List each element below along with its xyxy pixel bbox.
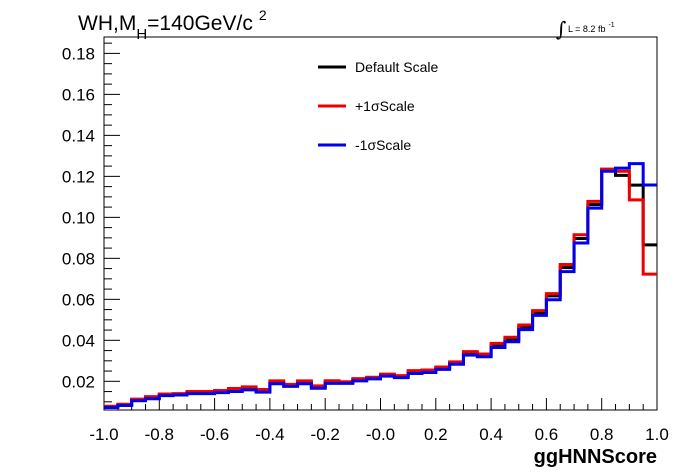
- y-tick-label: 0.16: [62, 85, 95, 104]
- legend-label: Default Scale: [355, 59, 438, 75]
- y-tick-label: 0.08: [62, 249, 95, 268]
- y-tick-label: 0.12: [62, 167, 95, 186]
- series-line-1: [104, 167, 657, 408]
- x-tick-label: -0.6: [200, 425, 229, 444]
- x-axis: -1.0 -0.8 -0.6 -0.4 -0.2 -0.0 0.2 0.4 0.6 0.8 1.0: [89, 398, 669, 444]
- x-tick-label: -1.0: [89, 425, 118, 444]
- chart-title: WH,MH=140GeV/c 2: [78, 7, 267, 43]
- x-tick-label: 0.6: [535, 425, 559, 444]
- y-tick-label: 0.18: [62, 44, 95, 63]
- x-tick-label: -0.2: [311, 425, 340, 444]
- y-axis: 0.02 0.04 0.06 0.08 0.10 0.12 0.14 0.16 0.18: [62, 42, 120, 403]
- y-tick-label: 0.06: [62, 290, 95, 309]
- chart-title-rest: =140GeV/c: [147, 12, 253, 35]
- chart-title-main: WH,M: [78, 12, 136, 35]
- x-tick-label: -0.0: [366, 425, 395, 444]
- luminosity-superscript: -1: [608, 22, 614, 29]
- x-tick-label: 0.2: [424, 425, 448, 444]
- y-tick-label: 0.10: [62, 208, 95, 227]
- y-tick-label: 0.14: [62, 126, 95, 145]
- x-tick-label: 0.4: [479, 425, 503, 444]
- y-tick-label: 0.02: [62, 372, 95, 391]
- luminosity-label: L = 8.2 fb -1: [568, 22, 615, 34]
- integral-symbol: ∫: [556, 17, 566, 41]
- series-line-2: [104, 162, 657, 410]
- legend: Default Scale +1σScale -1σScale: [318, 59, 438, 153]
- series-layer: [104, 162, 657, 410]
- legend-label: +1σScale: [355, 98, 415, 114]
- chart-title-superscript: 2: [259, 7, 267, 23]
- x-tick-label: -0.4: [255, 425, 284, 444]
- x-axis-title: ggHNNScore: [534, 446, 657, 468]
- legend-label: -1σScale: [355, 137, 411, 153]
- x-tick-label: -0.8: [145, 425, 174, 444]
- x-tick-label: 1.0: [645, 425, 669, 444]
- luminosity-value: L = 8.2 fb: [568, 24, 605, 34]
- x-tick-label: 0.8: [590, 425, 614, 444]
- y-tick-label: 0.04: [62, 331, 95, 350]
- chart-title-subscript: H: [136, 26, 147, 43]
